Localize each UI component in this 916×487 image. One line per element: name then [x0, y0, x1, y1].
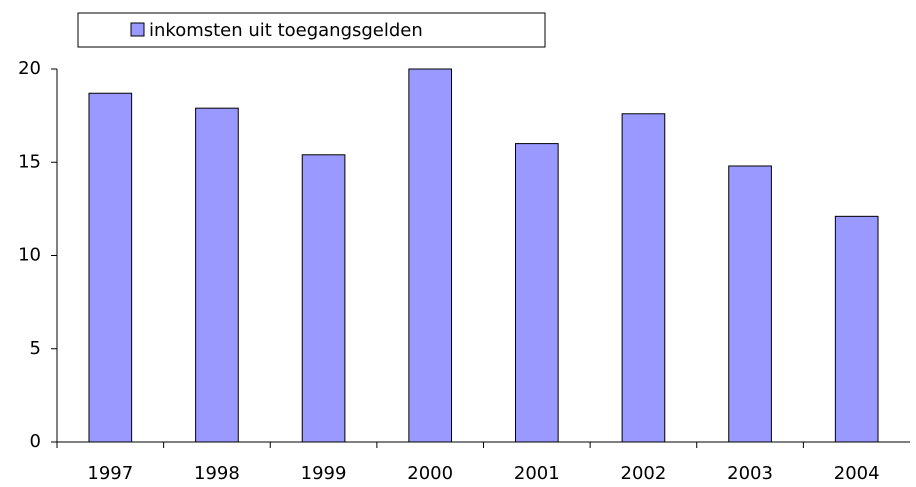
x-tick-label: 2002 — [621, 463, 667, 484]
x-tick-label: 2004 — [834, 463, 880, 484]
bar — [408, 68, 453, 443]
legend-swatch — [130, 22, 145, 37]
x-tick-label: 2000 — [407, 463, 453, 484]
bar — [834, 215, 879, 443]
y-tick-label: 15 — [18, 151, 41, 172]
x-tick-label: 1997 — [87, 463, 133, 484]
bar — [88, 92, 133, 443]
y-tick-label: 0 — [30, 431, 41, 452]
x-tick-label: 1999 — [301, 463, 347, 484]
bar — [514, 143, 559, 443]
legend-label: inkomsten uit toegangsgelden — [149, 20, 423, 41]
x-tick-label: 2003 — [727, 463, 773, 484]
x-tick-label: 2001 — [514, 463, 560, 484]
bar — [621, 113, 666, 443]
y-tick-label: 10 — [18, 245, 41, 266]
y-tick-label: 5 — [30, 338, 41, 359]
y-tick-label: 20 — [18, 58, 41, 79]
bar — [728, 165, 772, 443]
bar — [195, 107, 239, 443]
legend-box — [77, 12, 546, 48]
bar — [301, 154, 346, 443]
x-tick-label: 1998 — [194, 463, 240, 484]
